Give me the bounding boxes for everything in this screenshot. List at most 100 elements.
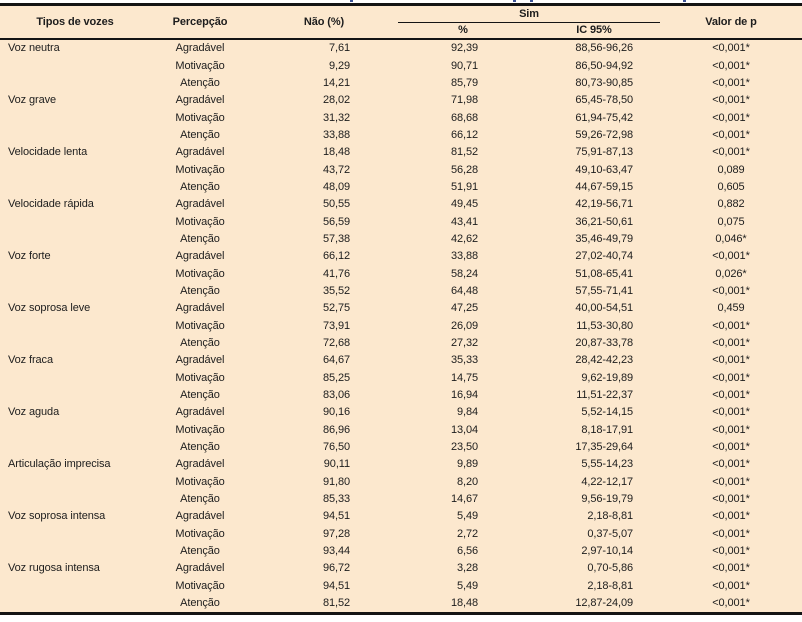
table-row: Voz aguda Agradável 90,16 9,84 5,52-14,15 <0,… (0, 404, 802, 421)
cell-nao-pct: 9,29 (328, 59, 350, 72)
cell-sim-pct: 9,84 (456, 406, 478, 419)
cell-nao-pct: 52,75 (322, 302, 350, 315)
cell-sim-pct: 8,20 (456, 475, 478, 488)
header-nao-pct: Não (%) (250, 4, 398, 40)
cell-valor-p: <0,001* (712, 76, 750, 89)
cell-sim-pct: 92,39 (450, 42, 478, 55)
cell-valor-p: <0,001* (712, 441, 750, 454)
cell-tipo-de-voz: Articulação imprecisa (8, 458, 111, 471)
table-row: Voz rugosa intensa Agradável 96,72 3,28 0,70… (0, 560, 802, 577)
cell-sim-pct: 27,32 (450, 337, 478, 350)
cell-ic95: 57,55-71,41 (575, 284, 633, 297)
cell-sim-pct: 81,52 (450, 146, 478, 159)
cell-percepcao: Atenção (180, 441, 220, 454)
cell-percepcao: Atenção (180, 284, 220, 297)
table-row: Voz neutra Agradável 7,61 92,39 88,56-96,26 <… (0, 39, 802, 57)
cell-valor-p: <0,001* (712, 493, 750, 506)
cell-valor-p: <0,001* (712, 59, 750, 72)
cell-percepcao: Agradável (175, 198, 225, 211)
cell-percepcao: Agradável (175, 250, 225, 263)
cell-valor-p: 0,089 (717, 163, 745, 176)
cell-percepcao: Agradável (175, 562, 225, 575)
cell-tipo-de-voz: Voz rugosa intensa (8, 562, 100, 575)
cell-ic95: 8,18-17,91 (581, 423, 633, 436)
cell-tipo-de-voz (0, 334, 150, 351)
cell-nao-pct: 85,33 (322, 493, 350, 506)
table-row: Voz grave Agradável 28,02 71,98 65,45-78,50 <… (0, 92, 802, 109)
cell-nao-pct: 91,80 (322, 475, 350, 488)
cell-nao-pct: 96,72 (322, 562, 350, 575)
cell-ic95: 28,42-42,23 (575, 354, 633, 367)
cell-nao-pct: 64,67 (322, 354, 350, 367)
cell-percepcao: Atenção (180, 232, 220, 245)
cell-percepcao: Motivação (175, 579, 225, 592)
cell-tipo-de-voz (0, 525, 150, 542)
table-row: Motivação 9,29 90,71 86,50-94,92 <0,001* (0, 57, 802, 74)
cell-percepcao: Motivação (175, 111, 225, 124)
cell-ic95: 27,02-40,74 (575, 250, 633, 263)
cell-percepcao: Atenção (180, 597, 220, 610)
table-row: Voz fraca Agradável 64,67 35,33 28,42-42,23 <… (0, 352, 802, 369)
cell-nao-pct: 73,91 (322, 319, 350, 332)
cell-sim-pct: 23,50 (450, 441, 478, 454)
cell-tipo-de-voz: Voz soprosa leve (8, 302, 91, 315)
cell-valor-p: <0,001* (712, 597, 750, 610)
cell-tipo-de-voz (0, 542, 150, 559)
cell-nao-pct: 33,88 (322, 128, 350, 141)
cell-ic95: 5,55-14,23 (581, 458, 633, 471)
table-row: Motivação 94,51 5,49 2,18-8,81 <0,001* (0, 577, 802, 594)
cell-tipo-de-voz (0, 74, 150, 91)
table-row: Atenção 48,09 51,91 44,67-59,15 0,605 (0, 178, 802, 195)
cell-valor-p: <0,001* (712, 354, 750, 367)
cell-tipo-de-voz: Voz grave (8, 94, 57, 107)
table-row: Motivação 73,91 26,09 11,53-30,80 <0,001* (0, 317, 802, 334)
table-row: Motivação 56,59 43,41 36,21-50,61 0,075 (0, 213, 802, 230)
table-row: Velocidade lenta Agradável 18,48 81,52 75,91… (0, 144, 802, 161)
cell-ic95: 11,51-22,37 (576, 389, 633, 402)
cell-valor-p: <0,001* (712, 475, 750, 488)
cell-sim-pct: 90,71 (450, 59, 478, 72)
cell-valor-p: 0,046* (715, 232, 747, 245)
table-row: Articulação imprecisa Agradável 90,11 9,89 5… (0, 456, 802, 473)
cell-ic95: 35,46-49,79 (575, 232, 633, 245)
cell-valor-p: <0,001* (712, 250, 750, 263)
cell-tipo-de-voz (0, 265, 150, 282)
cell-percepcao: Motivação (175, 423, 225, 436)
cell-percepcao: Agradável (175, 458, 225, 471)
table-row: Motivação 86,96 13,04 8,18-17,91 <0,001* (0, 421, 802, 438)
cell-ic95: 65,45-78,50 (575, 94, 633, 107)
table-row: Motivação 85,25 14,75 9,62-19,89 <0,001* (0, 369, 802, 386)
cell-ic95: 2,18-8,81 (587, 510, 633, 523)
cell-ic95: 88,56-96,26 (575, 42, 633, 55)
table-row: Velocidade rápida Agradável 50,55 49,45 42,1… (0, 196, 802, 213)
cell-valor-p: <0,001* (712, 111, 750, 124)
cell-tipo-de-voz: Voz forte (8, 250, 51, 263)
cell-percepcao: Agradável (175, 94, 225, 107)
cell-tipo-de-voz (0, 109, 150, 126)
cell-valor-p: <0,001* (712, 423, 750, 436)
cell-valor-p: <0,001* (712, 389, 750, 402)
cell-sim-pct: 18,48 (450, 597, 478, 610)
cell-nao-pct: 57,38 (322, 232, 350, 245)
cell-tipo-de-voz (0, 595, 150, 614)
cell-sim-pct: 42,62 (450, 232, 478, 245)
cell-sim-pct: 26,09 (450, 319, 478, 332)
cell-sim-pct: 5,49 (456, 579, 478, 592)
cell-tipo-de-voz (0, 213, 150, 230)
table-row: Atenção 33,88 66,12 59,26-72,98 <0,001* (0, 126, 802, 143)
cell-nao-pct: 72,68 (322, 337, 350, 350)
cell-ic95: 0,37-5,07 (587, 527, 633, 540)
cell-nao-pct: 18,48 (322, 146, 350, 159)
cell-tipo-de-voz: Voz soprosa intensa (8, 510, 106, 523)
cell-tipo-de-voz (0, 178, 150, 195)
cell-nao-pct: 28,02 (322, 94, 350, 107)
cell-tipo-de-voz (0, 230, 150, 247)
cell-ic95: 61,94-75,42 (575, 111, 633, 124)
cell-percepcao: Agradável (175, 406, 225, 419)
cell-percepcao: Atenção (180, 493, 220, 506)
cell-valor-p: <0,001* (712, 371, 750, 384)
table-row: Atenção 72,68 27,32 20,87-33,78 <0,001* (0, 334, 802, 351)
table-row: Atenção 83,06 16,94 11,51-22,37 <0,001* (0, 386, 802, 403)
cell-sim-pct: 2,72 (456, 527, 478, 540)
